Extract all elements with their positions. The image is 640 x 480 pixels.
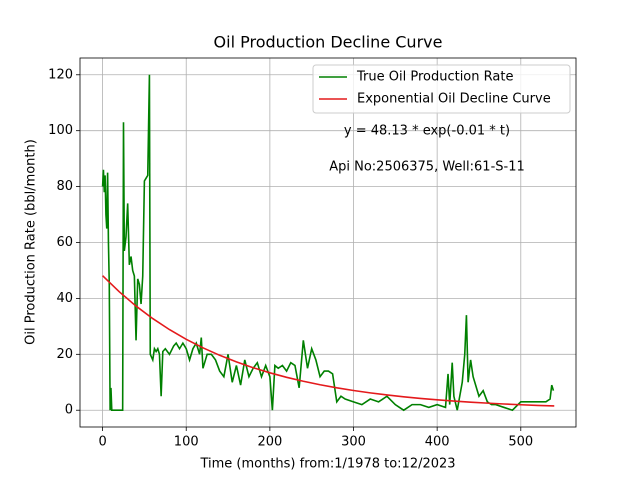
x-axis-label: Time (months) from:1/1978 to:12/2023: [199, 457, 455, 472]
x-tick-label: 100: [174, 435, 199, 450]
y-axis-label: Oil Production Rate (bbl/month): [24, 139, 39, 345]
y-tick-label: 60: [56, 235, 73, 250]
legend-box: [312, 64, 571, 114]
x-tick-label: 400: [425, 435, 450, 450]
y-tick-label: 80: [56, 179, 73, 194]
chart-title: Oil Production Decline Curve: [214, 33, 443, 52]
x-tick-label: 0: [98, 435, 106, 450]
annotation: Api No:2506375, Well:61-S-11: [329, 160, 525, 175]
legend-label: Exponential Oil Decline Curve: [357, 92, 551, 107]
series-line: [102, 275, 555, 407]
y-tick-label: 40: [56, 291, 73, 306]
annotation: y = 48.13 * exp(-0.01 * t): [344, 124, 510, 139]
x-tick-label: 300: [341, 435, 366, 450]
y-tick-label: 0: [65, 403, 73, 418]
y-tick-label: 20: [56, 347, 73, 362]
y-tick-label: 100: [48, 123, 73, 138]
plot-frame: [79, 57, 577, 428]
y-tick-label: 120: [48, 67, 73, 82]
x-tick-label: 500: [508, 435, 533, 450]
legend-label: True Oil Production Rate: [356, 70, 513, 85]
x-tick-label: 200: [257, 435, 282, 450]
